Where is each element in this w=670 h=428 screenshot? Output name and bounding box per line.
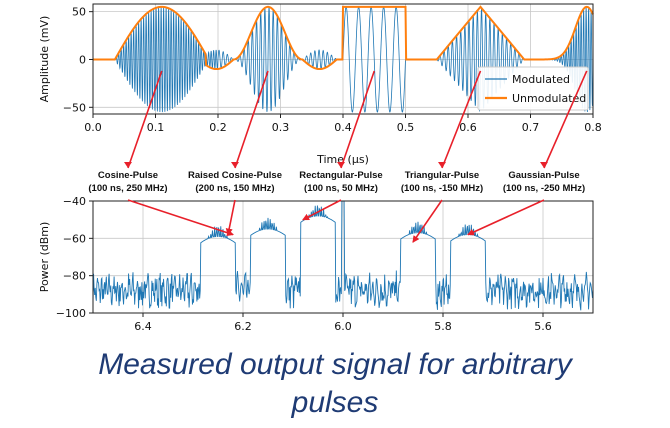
annotation-cosine-name: Cosine-Pulse [98,170,158,181]
time-x-tick-label: 0.8 [584,121,602,134]
time-x-tick-label: 0.0 [84,121,102,134]
arrow-head-down [124,162,132,168]
time-x-tick-label: 0.4 [334,121,352,134]
time-x-ticks: 0.0 0.1 0.2 0.3 0.4 0.5 0.6 0.7 0.8 [84,114,602,134]
spectrum-x-tick-label: 5.8 [434,320,452,333]
legend: Modulated Unmodulated [477,66,589,111]
spectrum-chart: 6.4 6.2 6.0 5.8 5.6 −40 −60 −80 −100 Power (dBm… [38,195,594,333]
time-x-label: Time (μs) [316,153,369,166]
annotation-cosine-params: (100 ns, 250 MHz) [88,183,167,194]
time-y-tick-label: 50 [72,6,86,19]
arrow-head-down [337,162,345,168]
arrow-head-down [231,162,239,168]
spectrum-x-tick-label: 5.6 [534,320,552,333]
spectrum-y-tick-label: −40 [63,195,86,208]
legend-box [477,66,589,111]
annotation-gaussian-name: Gaussian-Pulse [508,170,579,181]
arrow-head-down [540,162,548,168]
spectrum-y-tick-label: −80 [63,270,86,283]
arrow-to-label [234,70,269,169]
time-x-tick-label: 0.2 [209,121,227,134]
arrow-to-peak [225,199,236,236]
spectrum-y-tick-label: −100 [56,307,86,320]
time-x-tick-label: 0.1 [147,121,165,134]
arrow-head-down [438,162,446,168]
caption-line-2: pulses [291,386,379,419]
spectrum-x-tick-label: 6.4 [134,320,152,333]
spectrum-y-ticks: −40 −60 −80 −100 [56,195,93,320]
legend-modulated-label: Modulated [512,73,570,86]
annotation-rectangular-params: (100 ns, 50 MHz) [304,183,378,194]
annotations: Cosine-Pulse (100 ns, 250 MHz) Raised Co… [88,170,585,194]
caption-line-1: Measured output signal for arbitrary [98,348,572,381]
annotation-gaussian-params: (100 ns, -250 MHz) [503,183,585,194]
time-x-tick-label: 0.3 [272,121,290,134]
caption: Measured output signal for arbitrary pul… [0,346,670,422]
legend-unmodulated-label: Unmodulated [512,92,586,105]
spectrum-x-tick-label: 6.2 [234,320,252,333]
spectrum-x-tick-label: 6.0 [334,320,352,333]
arrow-to-label [127,70,163,169]
arrow-to-peak [302,199,342,221]
time-x-tick-label: 0.7 [522,121,540,134]
annotation-arrows [124,70,588,243]
arrow-to-peak [412,199,443,243]
spectrum-y-tick-label: −60 [63,232,86,245]
annotation-triangular-name: Triangular-Pulse [405,170,479,181]
time-y-ticks: 50 0 −50 [63,6,93,114]
spectrum-y-label: Power (dBm) [38,222,51,293]
arrow-to-peak [467,199,545,236]
unmodulated-series-line [93,5,594,71]
time-x-tick-label: 0.6 [459,121,477,134]
arrow-to-label [441,70,482,169]
arrow-to-peak [127,199,234,237]
annotation-triangular-params: (100 ns, -150 MHz) [401,183,483,194]
annotation-raised-cosine-params: (200 ns, 150 MHz) [195,183,274,194]
arrow-to-label [543,70,588,169]
annotation-raised-cosine-name: Raised Cosine-Pulse [188,170,282,181]
time-y-tick-label: 0 [79,53,86,66]
arrow-to-label [340,70,376,169]
time-y-label: Amplitude (mV) [38,16,51,103]
spectrum-grid [93,200,593,314]
time-domain-chart: 0.0 0.1 0.2 0.3 0.4 0.5 0.6 0.7 0.8 50 0 −50 Time … [38,3,602,166]
time-y-tick-label: −50 [63,101,86,114]
time-series [93,5,594,113]
time-x-tick-label: 0.5 [397,121,415,134]
figure: 0.0 0.1 0.2 0.3 0.4 0.5 0.6 0.7 0.8 50 0 −50 Time … [38,3,602,333]
annotation-rectangular-name: Rectangular-Pulse [299,170,382,181]
spectrum-x-ticks: 6.4 6.2 6.0 5.8 5.6 [134,313,552,333]
